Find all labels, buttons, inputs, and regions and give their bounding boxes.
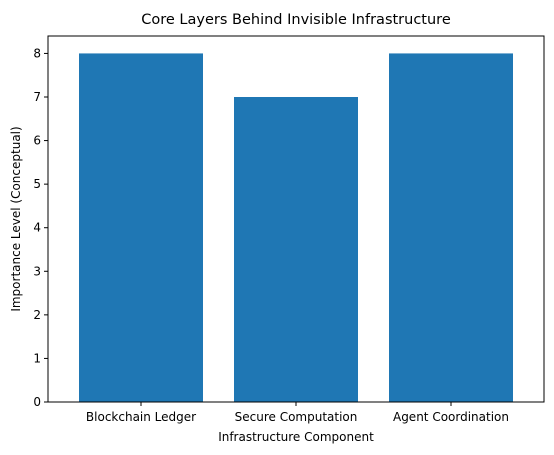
chart-title: Core Layers Behind Invisible Infrastruct… (141, 12, 451, 28)
y-axis-label: Importance Level (Conceptual) (9, 126, 23, 311)
bar-agent-coordination (389, 53, 513, 403)
plot-frame (47, 35, 545, 403)
x-tick-label: Agent Coordination (393, 410, 509, 424)
y-tick-label: 6 (33, 134, 41, 148)
y-tick-label: 1 (33, 351, 41, 365)
x-tick-label: Blockchain Ledger (86, 410, 196, 424)
x-axis-ticks: Blockchain Ledger Secure Computation Agent… (86, 402, 509, 424)
y-tick-label: 3 (33, 264, 41, 278)
y-axis-ticks: 0 1 2 3 4 5 6 7 8 (33, 46, 48, 409)
y-tick-label: 7 (33, 90, 41, 104)
y-tick-label: 4 (33, 221, 41, 235)
bars-layer (79, 53, 513, 403)
x-axis-label: Infrastructure Component (218, 430, 374, 444)
y-tick-label: 5 (33, 177, 41, 191)
y-tick-label: 8 (33, 46, 41, 60)
y-tick-label: 0 (33, 395, 41, 409)
bar-secure-computation (234, 97, 358, 402)
x-tick-label: Secure Computation (235, 410, 358, 424)
y-tick-label: 2 (33, 308, 41, 322)
bar-blockchain-ledger (79, 53, 203, 403)
